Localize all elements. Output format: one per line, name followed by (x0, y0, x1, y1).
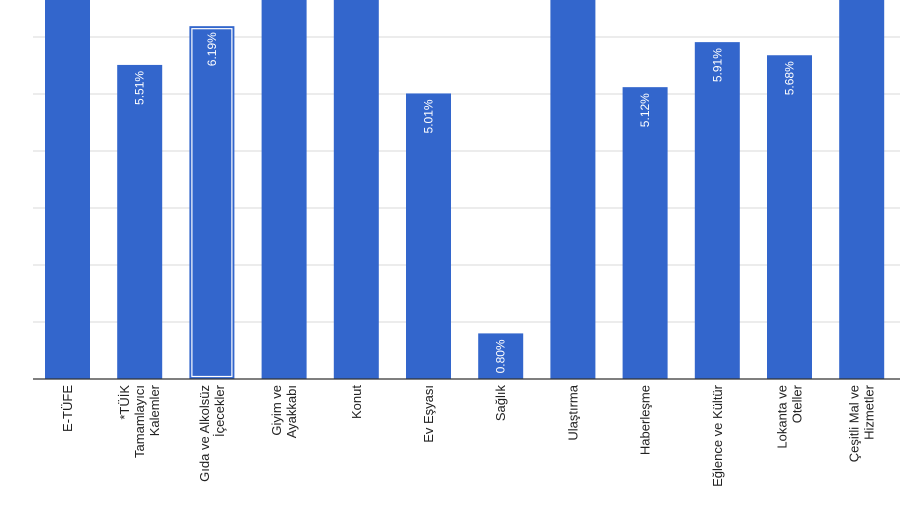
bar (333, 0, 379, 379)
category-label: Ayakkabı (284, 385, 299, 438)
category-label: Çeşitli Mal ve (847, 385, 862, 462)
bar (406, 93, 451, 380)
category-label: Gıda ve Alkolsüz (197, 385, 212, 482)
bar (117, 64, 163, 380)
category-label: Giyim ve (269, 385, 284, 436)
bar-value-label: 5.51% (133, 71, 147, 105)
category-label: Ev Eşyası (421, 385, 436, 443)
category-label: Hizmetler (862, 384, 877, 440)
bar-value-label: 5.68% (783, 61, 797, 95)
category-labels: E-TÜFE *TÜİK Tamamlayıcı Kalemler Gıda ve Al… (60, 384, 877, 487)
category-label: *TÜİK (117, 385, 132, 420)
category-label: Eğlence ve Kültür (710, 384, 725, 487)
bar-highlight (191, 28, 233, 378)
bar-value-label: 0.80% (494, 339, 508, 373)
bar (189, 26, 235, 379)
category-label: E-TÜFE (60, 385, 75, 432)
bar-value-label: 5.12% (638, 93, 652, 127)
bar-value-label: 5.01% (422, 99, 436, 133)
gridlines (33, 36, 900, 323)
bar (839, 0, 885, 379)
bar-value-label: 6.19% (205, 32, 219, 66)
bar (694, 42, 740, 379)
category-label: Sağlık (493, 385, 508, 422)
bar (45, 0, 90, 379)
bar (478, 333, 524, 379)
bar (622, 87, 668, 379)
category-label: Haberleşme (638, 385, 653, 455)
category-label: Ulaştırma (565, 384, 580, 440)
bar (767, 55, 812, 380)
category-label: Lokanta ve (775, 385, 790, 449)
category-label: Tamamlayıcı (132, 385, 147, 458)
category-label: İçecekler (212, 384, 227, 437)
bars: 5.51% 6.19% 5.01% 0.80% 5.12% 5.91% 5.68% (45, 0, 885, 380)
bar (550, 0, 596, 379)
category-label: Kalemler (147, 384, 162, 436)
category-label: Konut (349, 385, 364, 419)
bar-value-label: 5.91% (710, 48, 724, 82)
category-label: Oteller (790, 384, 805, 423)
bar (261, 0, 307, 379)
